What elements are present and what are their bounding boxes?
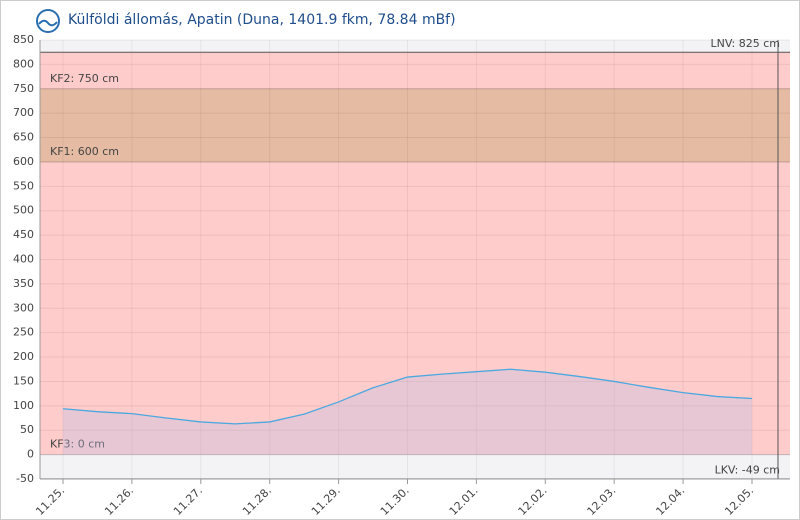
y-tick-label: 300 [13,301,34,314]
y-tick-label: 650 [13,131,34,144]
y-tick-label: 350 [13,277,34,290]
area [63,369,752,455]
y-tick-label: -50 [16,472,34,485]
y-tick-label: 450 [13,228,34,241]
y-tick-label: 400 [13,253,34,266]
y-tick-label: 250 [13,326,34,339]
zone-orange [40,88,790,162]
y-tick-label: 150 [13,374,34,387]
level-label: KF2: 750 cm [50,72,119,85]
y-tick-label: 50 [20,423,34,436]
y-tick-label: 550 [13,179,34,192]
y-tick-label: 500 [13,204,34,217]
y-tick-label: 0 [27,448,34,461]
level-label: KF1: 600 cm [50,145,119,158]
y-tick-label: 100 [13,399,34,412]
level-label: LNV: 825 cm [711,37,780,50]
y-tick-label: 700 [13,106,34,119]
logo [36,9,60,33]
y-tick-label: 600 [13,155,34,168]
level-label: LKV: -49 cm [715,464,780,477]
y-tick-label: 750 [13,82,34,95]
y-tick-label: 850 [13,33,34,46]
level-label: KF3: 0 cm [50,438,105,451]
chart-title: Külföldi állomás, Apatin (Duna, 1401.9 f… [68,12,456,28]
y-tick-label: 200 [13,350,34,363]
line [62,368,753,425]
y-tick-label: 800 [13,57,34,70]
